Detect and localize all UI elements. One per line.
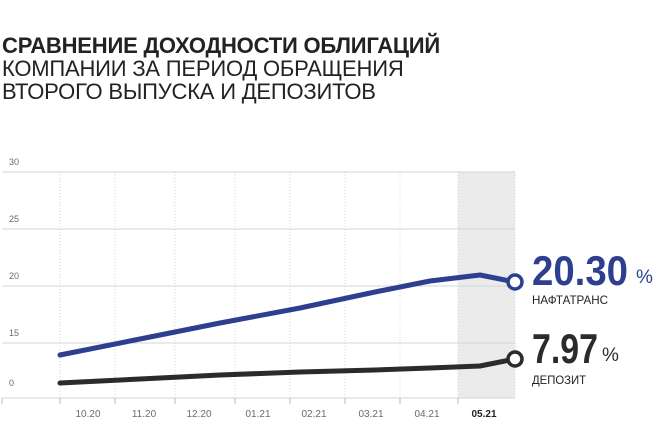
x-tick-label: 02.21 [301,409,326,420]
title-line-1: СРАВНЕНИЕ ДОХОДНОСТИ ОБЛИГАЦИЙ [2,33,440,58]
x-tick-label: 03.21 [358,409,383,420]
x-tick-label: 10.20 [75,409,100,420]
series-line-naftatrans [57,272,518,358]
x-tick-label: 12.20 [186,409,211,420]
series-end-value: 20.30 [532,247,628,294]
series-end-marker [506,350,524,368]
series-name-label: ДЕПОЗИТ [532,373,587,387]
series-end-value: 7.97 [532,325,598,372]
series-line-deposit [57,356,518,386]
x-tick-label: 04.21 [414,409,439,420]
chart-title: СРАВНЕНИЕ ДОХОДНОСТИ ОБЛИГАЦИЙ КОМПАНИИ … [2,34,440,103]
y-tick-label: 25 [9,214,19,224]
y-tick-label: 30 [9,157,19,167]
series-end-marker [506,273,524,291]
series-end-unit: % [636,267,653,288]
x-tick-label: 01.21 [245,409,270,420]
y-tick-label: 20 [9,271,19,281]
y-tick-label: 15 [9,328,19,338]
x-tick-label: 11.20 [132,409,157,420]
y-tick-label: 0 [9,378,14,388]
title-line-3: ВТОРОГО ВЫПУСКА И ДЕПОЗИТОВ [2,79,376,104]
series-end-unit: % [602,345,619,366]
series-name-label: НАФТАТРАНС [532,293,608,307]
title-line-2: КОМПАНИИ ЗА ПЕРИОД ОБРАЩЕНИЯ [2,56,404,81]
x-tick-label: 05.21 [471,409,496,420]
